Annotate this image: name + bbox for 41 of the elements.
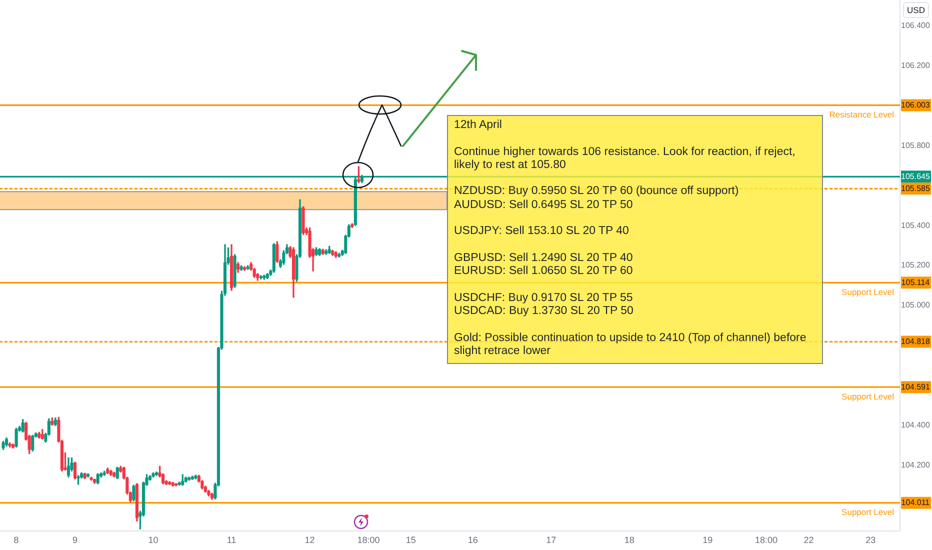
- x-tick-label: 11: [226, 534, 236, 545]
- annotation: 12th April: [454, 119, 503, 132]
- x-tick-label: 16: [468, 534, 478, 545]
- annotation: USDJPY: Sell 153.10 SL 20 TP 40: [454, 225, 630, 239]
- y-tick-label: 104.818: [901, 336, 930, 346]
- y-tick-label: 105.585: [901, 184, 930, 193]
- y-tick-label: 105.400: [901, 220, 930, 230]
- y-tick-label: 106.400: [901, 21, 930, 30]
- ref-line-label: Support Level: [842, 507, 894, 518]
- ref-line-label: Support Level: [842, 287, 894, 298]
- x-tick-label: 18:00: [357, 534, 380, 545]
- x-tick-label: 10: [148, 534, 158, 545]
- y-tick-label: 105.645: [901, 172, 930, 181]
- x-tick-label: 23: [866, 534, 876, 545]
- x-tick-label: 9: [72, 534, 78, 545]
- annotation: GBPUSD: Sell 1.2490 SL 20 TP 40 EURUSD: Sell 1.0650 SL 20 TP 60: [454, 252, 634, 279]
- x-tick-label: 18:00: [755, 534, 778, 545]
- y-axis-title: USD: [903, 2, 929, 18]
- x-tick-label: 19: [702, 534, 713, 545]
- y-tick-label: 104.011: [901, 498, 930, 508]
- annotation: USDCHF: Buy 0.9170 SL 20 TP 55 USDCAD: Buy 1.3730 SL 20 TP 50: [454, 292, 634, 318]
- y-tick-label: 105.000: [901, 300, 930, 310]
- x-tick-label: 15: [406, 534, 416, 545]
- y-tick-label: 104.400: [901, 420, 930, 430]
- y-tick-label: 104.591: [901, 382, 930, 392]
- y-tick-label: 105.200: [901, 260, 930, 270]
- y-tick-label: 106.003: [901, 100, 930, 110]
- x-tick-label: 12: [304, 534, 315, 545]
- y-tick-label: 104.200: [901, 460, 930, 470]
- y-tick-label: 105.114: [901, 278, 930, 287]
- y-tick-label: 105.800: [901, 140, 930, 150]
- x-tick-label: 17: [546, 534, 556, 545]
- ref-line-label: Resistance Level: [829, 110, 894, 120]
- annotation: Gold: Possible continuation to upside to 2410 (Top of channel) before slight retrace lower: [454, 332, 808, 358]
- x-tick-label: 8: [14, 534, 19, 545]
- x-tick-label: 18: [624, 534, 634, 545]
- y-tick-label: 106.200: [901, 61, 930, 70]
- annotation: NZDUSD: Buy 0.5950 SL 20 TP 60 (bounce off support) AUDUSD: Sell 0.6495 SL 20 TP 50: [454, 185, 740, 212]
- annotation: Continue higher towards 106 resistance. Look for reaction, if reject, likely to rest at 105.80: [454, 146, 796, 172]
- ref-line-label: Support Level: [842, 391, 894, 402]
- x-tick-label: 22: [804, 534, 814, 545]
